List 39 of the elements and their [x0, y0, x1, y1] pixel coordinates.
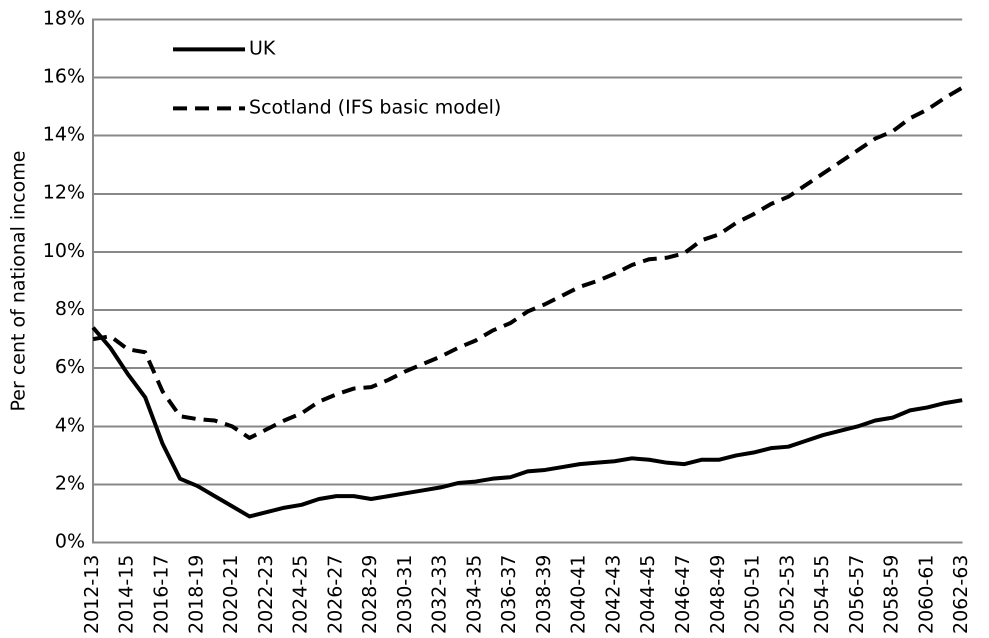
y-tick-label: 8%	[54, 298, 86, 320]
x-tick-label: 2042-43	[602, 554, 624, 634]
y-axis-title: Per cent of national income	[7, 150, 30, 412]
y-tick-label: 14%	[42, 124, 86, 146]
x-tick-label: 2024-25	[290, 554, 312, 634]
x-tick-label: 2046-47	[672, 554, 694, 634]
y-tick-label: 16%	[42, 65, 86, 88]
x-tick-label: 2020-21	[220, 554, 242, 634]
y-tick-label: 18%	[42, 7, 86, 30]
x-tick-label: 2030-31	[394, 554, 416, 634]
x-tick-label: 2038-39	[532, 554, 555, 634]
x-tick-label: 2048-49	[706, 554, 729, 634]
y-tick-label: 4%	[54, 414, 86, 436]
legend-label: UK	[249, 37, 276, 60]
y-tick-label: 0%	[54, 530, 86, 553]
x-tick-label: 2012-13	[80, 554, 103, 634]
x-tick-label: 2044-45	[637, 554, 660, 634]
x-tick-label: 2014-15	[116, 554, 138, 634]
y-tick-label: 12%	[42, 182, 86, 204]
x-tick-label: 2060-61	[915, 554, 938, 634]
x-tick-label: 2054-55	[811, 554, 834, 634]
legend-label: Scotland (IFS basic model)	[249, 96, 502, 118]
x-tick-label: 2032-33	[428, 554, 451, 634]
x-tick-label: 2016-17	[150, 554, 172, 634]
x-tick-label: 2022-23	[254, 554, 277, 634]
x-tick-label: 2028-29	[359, 554, 382, 634]
x-tick-label: 2050-51	[742, 554, 764, 634]
x-tick-label: 2056-57	[846, 554, 868, 634]
x-tick-label: 2026-27	[324, 554, 346, 634]
x-tick-label: 2052-53	[776, 554, 798, 634]
y-tick-label: 2%	[54, 472, 86, 494]
x-tick-label: 2018-19	[185, 554, 208, 634]
y-tick-label: 6%	[54, 356, 86, 378]
x-tick-label: 2040-41	[568, 554, 590, 634]
y-tick-label: 10%	[42, 240, 86, 262]
x-tick-label: 2062-63	[950, 554, 972, 634]
x-tick-label: 2034-35	[463, 554, 486, 634]
x-tick-label: 2036-37	[498, 554, 520, 634]
x-tick-label: 2058-59	[880, 554, 903, 634]
